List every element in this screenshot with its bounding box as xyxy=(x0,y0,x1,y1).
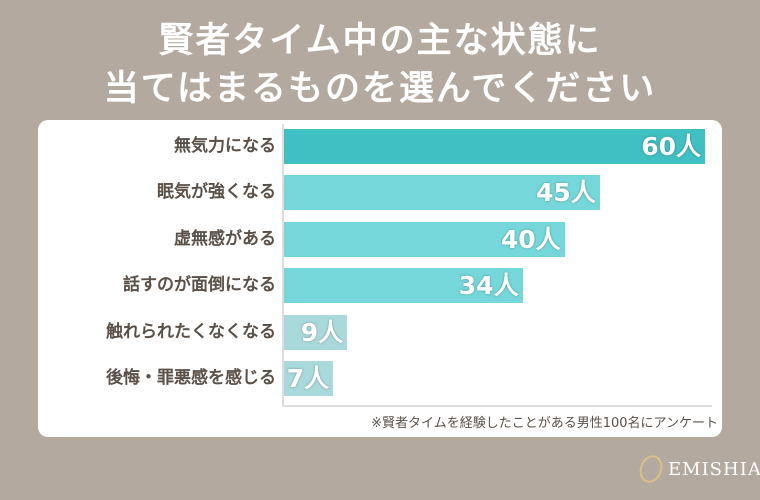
logo-text: EMISHIA xyxy=(668,458,760,480)
data-label: 40人 xyxy=(500,224,561,254)
logo-mark-icon xyxy=(635,452,667,486)
data-label: 60人 xyxy=(641,132,701,161)
category-label: 眠気が強くなる xyxy=(157,182,276,203)
chart-title-line1: 賢者タイム中の主な状態に xyxy=(158,21,602,61)
category-label: 虚無感がある xyxy=(174,228,276,249)
x-axis-line xyxy=(282,405,712,407)
bar xyxy=(284,361,334,396)
bar xyxy=(284,268,523,304)
data-label: 9人 xyxy=(300,317,344,347)
bar xyxy=(284,314,348,350)
chart-title-line2: 当てはまるものを選んでください xyxy=(103,69,657,109)
footnote: ※賢者タイムを経験したことがある男性100名にアンケート xyxy=(371,416,718,431)
category-label: 無気力になる xyxy=(174,136,276,156)
logo: EMISHIA xyxy=(635,452,760,486)
bar xyxy=(284,175,600,211)
y-axis-line xyxy=(282,124,284,406)
category-label: 話すのが面倒になる xyxy=(123,275,276,296)
data-label: 45人 xyxy=(535,178,596,208)
data-label: 7人 xyxy=(286,364,330,393)
bar xyxy=(284,129,705,164)
bar xyxy=(284,221,565,257)
category-label: 触れられたくなくなる xyxy=(106,321,276,342)
category-label: 後悔・罪悪感を感じる xyxy=(106,368,276,388)
data-label: 34人 xyxy=(458,271,519,301)
